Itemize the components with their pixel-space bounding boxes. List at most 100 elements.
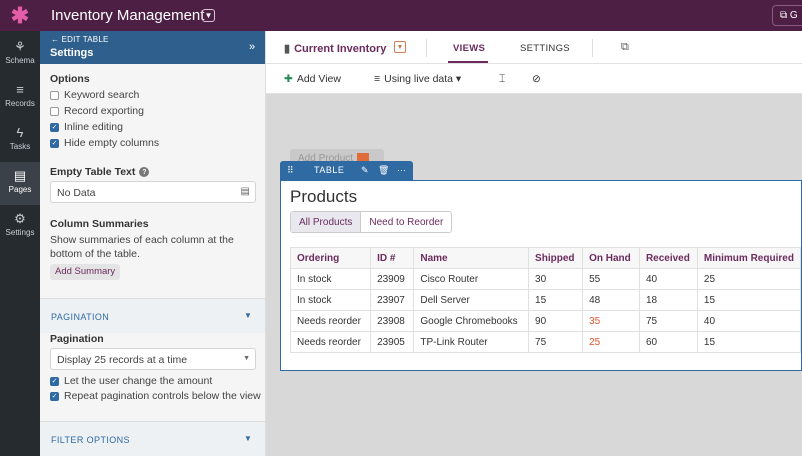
ghost-label: Add Product xyxy=(298,153,354,164)
rail-item-records[interactable]: ≡ Records xyxy=(0,82,40,122)
checkbox[interactable] xyxy=(50,90,59,100)
table-cell: 40 xyxy=(696,310,802,332)
column-header[interactable]: Name xyxy=(413,247,530,269)
table-cell: 90 xyxy=(528,310,584,332)
add-summary-button[interactable]: Add Summary xyxy=(50,264,121,280)
back-link[interactable]: ← EDIT TABLE xyxy=(51,35,109,44)
rail-item-schema[interactable]: ⚘ Schema xyxy=(0,39,40,79)
more-icon[interactable]: ··· xyxy=(397,165,406,175)
text-field-icon: ▤ xyxy=(240,186,250,197)
checkbox-checked[interactable]: ✓ xyxy=(50,376,59,386)
schema-icon: ⚘ xyxy=(14,39,26,54)
options-label: Options xyxy=(50,73,90,85)
filter-all-products[interactable]: All Products xyxy=(291,212,361,232)
database-icon: ≡ xyxy=(16,82,24,97)
top-right-button[interactable]: ⧉ G xyxy=(772,5,802,26)
top-right-label: G xyxy=(789,10,798,21)
chevron-down-icon[interactable]: ▼ xyxy=(202,9,215,22)
live-data-dropdown[interactable]: ≡ Using live data ▾ xyxy=(374,73,461,85)
table-cell: 60 xyxy=(638,331,698,353)
view-name[interactable]: ▮ Current Inventory xyxy=(284,42,386,55)
table-cell: 40 xyxy=(638,268,698,290)
option-record-exporting[interactable]: Record exporting xyxy=(50,105,144,117)
live-data-label: Using live data ▾ xyxy=(384,73,462,85)
rail-item-tasks[interactable]: ϟ Tasks xyxy=(0,125,40,165)
table-tool-label: TABLE xyxy=(314,165,345,175)
filter-tabs: All Products Need to Reorder xyxy=(290,211,453,233)
sidebar-header: ← EDIT TABLE Settings » xyxy=(40,31,265,64)
pagination-select[interactable]: Display 25 records at a time ▼ xyxy=(50,348,256,370)
table-cell-low-stock: 35 xyxy=(582,310,640,332)
table-cell: 23907 xyxy=(370,289,415,311)
table-row[interactable]: Needs reorder 23905 TP-Link Router 75 25… xyxy=(289,331,802,353)
column-header[interactable]: Minimum Required xyxy=(696,247,802,269)
table-row[interactable]: In stock 23907 Dell Server 15 48 18 15 xyxy=(289,289,802,311)
table-cell: 15 xyxy=(696,289,802,311)
logo-icon[interactable]: ✱ xyxy=(10,2,30,28)
column-header[interactable]: Shipped xyxy=(528,247,584,269)
option-repeat-pagination[interactable]: ✓ Repeat pagination controls below the vi… xyxy=(50,390,261,402)
filter-need-to-reorder[interactable]: Need to Reorder xyxy=(360,212,451,232)
rail-item-label: Tasks xyxy=(9,142,31,151)
external-link-icon: ⧉ xyxy=(780,10,790,21)
rail-item-settings[interactable]: ⚙ Settings xyxy=(0,211,40,251)
option-label: Repeat pagination controls below the vie… xyxy=(64,390,261,402)
active-tab-indicator xyxy=(448,61,488,63)
option-keyword-search[interactable]: Keyword search xyxy=(50,89,139,101)
collapse-icon[interactable]: » xyxy=(249,41,256,53)
trash-icon[interactable]: 🗑 xyxy=(378,165,390,175)
checkbox-checked[interactable]: ✓ xyxy=(50,122,59,132)
pagination-value: Display 25 records at a time xyxy=(57,354,188,366)
chevron-down-icon: ▼ xyxy=(244,434,252,443)
option-label: Let the user change the amount xyxy=(64,375,213,387)
text-height-icon[interactable]: ⌶ xyxy=(499,73,506,85)
column-header[interactable]: On Hand xyxy=(582,247,640,269)
empty-text-input[interactable]: No Data ▤ xyxy=(50,181,256,203)
table-cell: Google Chromebooks xyxy=(413,310,530,332)
divider xyxy=(426,39,427,57)
table-cell: 75 xyxy=(528,331,584,353)
table-cell: In stock xyxy=(289,268,372,290)
filter-options-section-header[interactable]: FILTER OPTIONS ▼ xyxy=(40,421,265,456)
table-cell: 15 xyxy=(696,331,802,353)
option-inline-editing[interactable]: ✓ Inline editing xyxy=(50,121,123,133)
column-header[interactable]: ID # xyxy=(370,247,415,269)
column-header[interactable]: Ordering xyxy=(289,247,372,269)
empty-text-label: Empty Table Text? xyxy=(50,166,150,178)
tab-settings[interactable]: SETTINGS xyxy=(520,43,570,54)
table-cell: 15 xyxy=(528,289,584,311)
view-tabs-bar: ▮ Current Inventory ▼ VIEWS SETTINGS ⧉ xyxy=(266,31,802,64)
option-user-change-amount[interactable]: ✓ Let the user change the amount xyxy=(50,375,212,387)
pages-icon: ▤ xyxy=(13,168,27,183)
hide-icon[interactable]: ⊘ xyxy=(532,73,541,85)
main-area: ▮ Current Inventory ▼ VIEWS SETTINGS ⧉ ✚ A… xyxy=(266,31,802,456)
gear-icon: ⚙ xyxy=(14,211,26,226)
table-row[interactable]: In stock 23909 Cisco Router 30 55 40 25 xyxy=(289,268,802,290)
products-table: Ordering ID # Name Shipped On Hand Recei… xyxy=(289,247,802,353)
pagination-section-header[interactable]: PAGINATION ▼ xyxy=(40,298,265,333)
option-hide-empty-columns[interactable]: ✓ Hide empty columns xyxy=(50,137,159,149)
edit-icon[interactable]: ✎ xyxy=(361,165,369,175)
plus-icon: ✚ xyxy=(284,73,293,85)
table-panel[interactable]: Products All Products Need to Reorder Or… xyxy=(280,180,802,371)
sidebar-title: Settings xyxy=(50,47,94,59)
rail-item-pages[interactable]: ▤ Pages xyxy=(0,162,40,205)
chevron-down-icon[interactable]: ▼ xyxy=(394,41,406,53)
help-icon[interactable]: ? xyxy=(139,167,150,178)
view-name-text: Current Inventory xyxy=(294,43,387,55)
database-icon: ≡ xyxy=(374,73,381,85)
table-row[interactable]: Needs reorder 23908 Google Chromebooks 9… xyxy=(289,310,802,332)
summaries-description: Show summaries of each column at the bot… xyxy=(50,234,234,260)
checkbox-checked[interactable]: ✓ xyxy=(50,138,59,148)
checkbox[interactable] xyxy=(50,106,59,116)
settings-sidebar: ← EDIT TABLE Settings » Options Keyword … xyxy=(40,31,266,456)
tab-views[interactable]: VIEWS xyxy=(453,43,486,54)
add-view-label: Add View xyxy=(296,73,341,85)
section-title: PAGINATION xyxy=(51,312,110,322)
external-link-icon[interactable]: ⧉ xyxy=(621,41,629,53)
drag-handle-icon[interactable]: ⠿ xyxy=(287,165,294,175)
checkbox-checked[interactable]: ✓ xyxy=(50,391,59,401)
add-view-button[interactable]: ✚ Add View xyxy=(284,73,341,85)
rail-item-label: Records xyxy=(5,99,35,108)
column-header[interactable]: Received xyxy=(638,247,698,269)
